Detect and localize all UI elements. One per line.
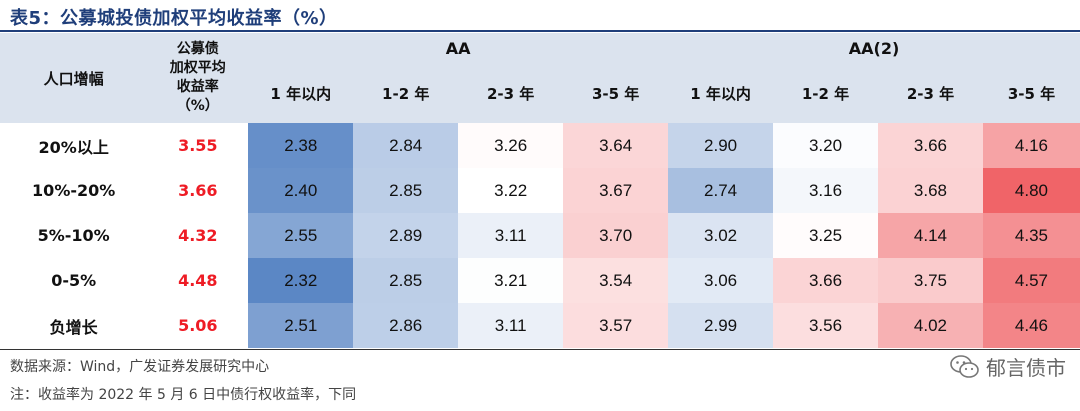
yield-cell: 2.40 (248, 168, 354, 213)
table-row: 10%-20% 3.66 2.40 2.85 3.22 3.67 2.74 3.… (0, 168, 1080, 213)
table-title: 表5：公募城投债加权平均收益率（%） (10, 8, 338, 29)
population-header: 人口增幅 (0, 33, 148, 123)
yield-cell: 3.06 (668, 258, 774, 303)
yield-cell: 2.89 (353, 213, 459, 258)
yield-cell: 3.66 (878, 123, 983, 168)
title-divider (0, 30, 1080, 32)
yield-cell: 3.11 (458, 303, 564, 348)
yield-table: 人口增幅 公募债 加权平均 收益率 （%） AA AA(2) 1 年以内 1-2… (0, 33, 1080, 348)
row-label: 0-5% (51, 271, 97, 290)
term-header: 2-3 年 (878, 63, 983, 123)
yield-cell: 3.11 (458, 213, 564, 258)
yield-cell: 3.57 (563, 303, 669, 348)
yield-cell: 3.64 (563, 123, 669, 168)
term-header: 1 年以内 (248, 63, 354, 123)
table-bottom-rule (0, 349, 1080, 350)
yield-cell: 4.57 (982, 258, 1080, 303)
yield-cell: 2.86 (353, 303, 459, 348)
yield-cell: 2.74 (668, 168, 774, 213)
weighted-yield: 4.48 (178, 271, 218, 290)
yield-cell: 3.02 (668, 213, 774, 258)
weighted-yield: 4.32 (178, 226, 218, 245)
yield-cell: 3.21 (458, 258, 564, 303)
weighted-yield: 3.55 (178, 136, 218, 155)
yield-header-line: （%） (176, 98, 219, 114)
watermark-text: 郁言债市 (986, 356, 1066, 380)
term-header: 3-5 年 (563, 63, 669, 123)
term-header: 3-5 年 (982, 63, 1080, 123)
yield-header-line: 收益率 (176, 79, 219, 95)
weighted-yield: 3.66 (178, 181, 218, 200)
yield-cell: 2.51 (248, 303, 354, 348)
row-label: 负增长 (49, 317, 98, 337)
yield-cell: 3.20 (773, 123, 878, 168)
yield-cell: 4.80 (982, 168, 1080, 213)
weighted-yield: 5.06 (178, 316, 218, 335)
yield-cell: 2.32 (248, 258, 354, 303)
table-row: 0-5% 4.48 2.32 2.85 3.21 3.54 3.06 3.66 … (0, 258, 1080, 303)
yield-cell: 3.66 (773, 258, 878, 303)
yield-header-line: 加权平均 (169, 60, 226, 76)
yield-header-line: 公募债 (176, 41, 219, 57)
yield-cell: 3.26 (458, 123, 564, 168)
yield-cell: 2.85 (353, 258, 459, 303)
yield-cell: 3.22 (458, 168, 564, 213)
yield-cell: 2.90 (668, 123, 774, 168)
yield-cell: 3.67 (563, 168, 669, 213)
row-label: 10%-20% (32, 181, 116, 200)
yield-cell: 2.38 (248, 123, 354, 168)
yield-cell: 4.14 (878, 213, 983, 258)
term-header: 1 年以内 (668, 63, 774, 123)
term-header: 1-2 年 (773, 63, 878, 123)
yield-cell: 3.16 (773, 168, 878, 213)
row-label: 20%以上 (38, 137, 109, 157)
source-note: 数据来源：Wind，广发证券发展研究中心 (10, 359, 270, 375)
yield-cell: 2.85 (353, 168, 459, 213)
yield-cell: 2.55 (248, 213, 354, 258)
yield-cell: 3.54 (563, 258, 669, 303)
yield-cell: 4.35 (982, 213, 1080, 258)
yield-cell: 3.70 (563, 213, 669, 258)
row-label: 5%-10% (37, 226, 110, 245)
table-row: 5%-10% 4.32 2.55 2.89 3.11 3.70 3.02 3.2… (0, 213, 1080, 258)
wechat-icon (950, 354, 979, 378)
group-header-aa: AA (248, 33, 669, 63)
group-header-aa2: AA(2) (668, 33, 1080, 63)
yield-cell: 3.56 (773, 303, 878, 348)
yield-cell: 4.02 (878, 303, 983, 348)
term-header: 2-3 年 (458, 63, 564, 123)
yield-cell: 4.16 (982, 123, 1080, 168)
yield-cell: 3.25 (773, 213, 878, 258)
yield-cell: 3.68 (878, 168, 983, 213)
yield-cell: 3.75 (878, 258, 983, 303)
table-row: 20%以上 3.55 2.38 2.84 3.26 3.64 2.90 3.20… (0, 123, 1080, 168)
footnote: 注：收益率为 2022 年 5 月 6 日中债行权收益率，下同 (10, 387, 357, 403)
term-header: 1-2 年 (353, 63, 459, 123)
yield-header: 公募债 加权平均 收益率 （%） (147, 33, 249, 123)
yield-cell: 2.84 (353, 123, 459, 168)
watermark: 郁言债市 (950, 352, 1066, 381)
yield-cell: 4.46 (982, 303, 1080, 348)
yield-cell: 2.99 (668, 303, 774, 348)
table-row: 负增长 5.06 2.51 2.86 3.11 3.57 2.99 3.56 4… (0, 303, 1080, 348)
